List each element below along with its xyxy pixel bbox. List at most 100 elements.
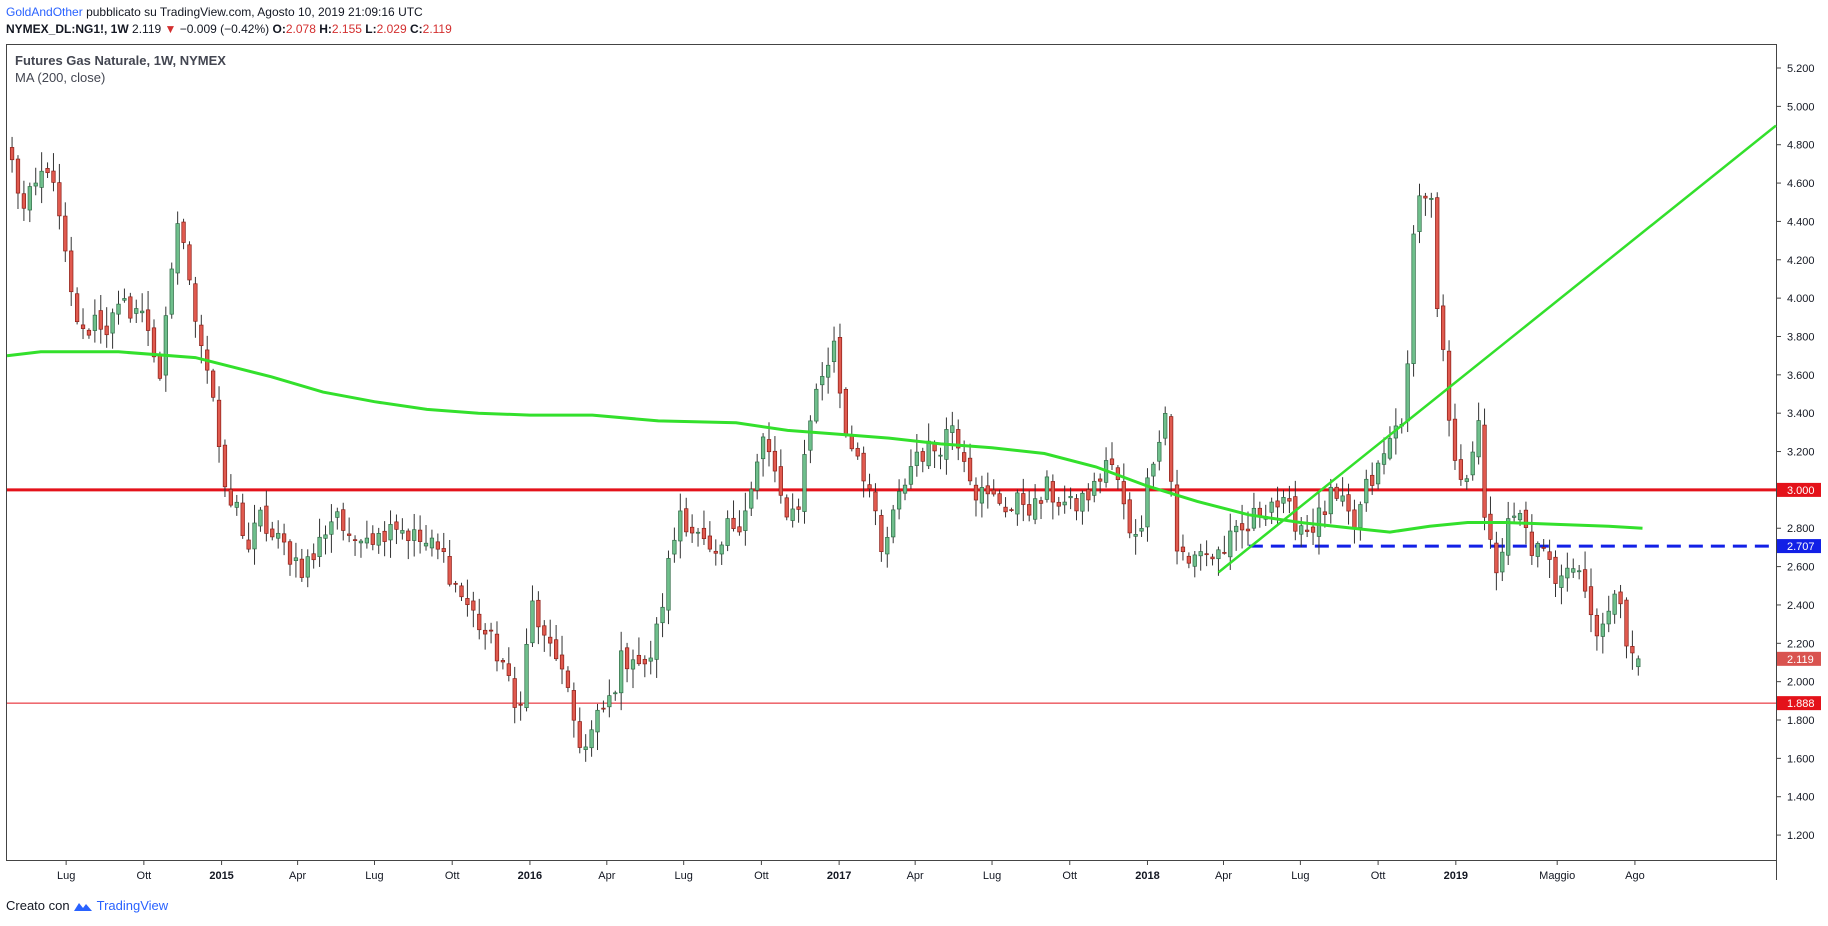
candle-body	[772, 450, 778, 472]
publish-line: GoldAndOther pubblicato su TradingView.c…	[6, 4, 452, 21]
candle-body	[950, 425, 955, 433]
candle-body	[471, 600, 476, 611]
y-tick-label: 1.200	[1787, 830, 1815, 842]
candle-body	[234, 501, 239, 508]
candle-body	[1582, 569, 1588, 592]
candle-body	[134, 308, 139, 314]
candle-body	[51, 170, 56, 183]
candle-body	[743, 510, 748, 531]
candle-body	[358, 540, 364, 544]
candle-body	[1269, 501, 1274, 513]
candle-body	[1038, 500, 1044, 504]
candle-body	[991, 489, 996, 495]
candle-body	[311, 553, 316, 561]
candle-body	[1411, 233, 1416, 364]
candle-body	[719, 544, 724, 555]
candle-body	[169, 268, 174, 315]
author-link[interactable]: GoldAndOther	[6, 5, 83, 19]
candle-body	[258, 509, 263, 527]
x-tick-label: Ott	[445, 870, 460, 882]
candle-body	[867, 484, 872, 490]
candle-body	[1606, 610, 1611, 625]
legend-title: Futures Gas Naturale, 1W, NYMEX	[15, 53, 226, 68]
candle-body	[92, 314, 97, 331]
candle-body	[755, 461, 760, 491]
candle-body	[979, 487, 985, 504]
candle-body	[1346, 494, 1351, 512]
candle-body	[583, 746, 588, 750]
candle-body	[1541, 547, 1546, 549]
x-tick-label: 2019	[1444, 870, 1468, 882]
candle-body	[1139, 528, 1144, 532]
candle-body	[1145, 477, 1150, 528]
candle-body	[406, 530, 411, 541]
candle-body	[1429, 197, 1434, 200]
candle-body	[1287, 498, 1292, 502]
candle-body	[299, 558, 304, 578]
candle-body	[654, 623, 659, 660]
level-price-tag: 1.888	[1787, 698, 1815, 710]
candle-body	[524, 643, 529, 709]
chart-header: GoldAndOther pubblicato su TradingView.c…	[6, 4, 452, 38]
x-tick-label: Lug	[1291, 870, 1309, 882]
candle-body	[914, 451, 919, 466]
candle-body	[1127, 499, 1132, 534]
candle-body	[1098, 478, 1103, 482]
candle-body	[1275, 500, 1280, 508]
candle-body	[1387, 438, 1393, 459]
candle-body	[571, 690, 576, 721]
candle-body	[1358, 504, 1363, 528]
candle-body	[956, 429, 961, 449]
candle-body	[110, 312, 115, 334]
candle-body	[1328, 486, 1333, 515]
candle-body	[276, 532, 281, 539]
low-label: L:	[365, 22, 377, 36]
candle-body	[1547, 551, 1552, 560]
candle-body	[69, 250, 74, 293]
candle-body	[21, 193, 27, 209]
candle-body	[1305, 529, 1310, 532]
candle-body	[1281, 496, 1286, 504]
y-tick-label: 2.800	[1787, 523, 1815, 535]
candle-body	[500, 660, 506, 663]
close-label: C:	[409, 22, 423, 36]
y-tick-label: 1.600	[1787, 753, 1815, 765]
candle-body	[429, 537, 435, 549]
y-tick-label: 2.600	[1787, 562, 1815, 574]
high-value: 2.155	[331, 22, 362, 36]
candle-body	[1163, 413, 1168, 439]
candle-body	[725, 518, 730, 546]
candle-body	[222, 444, 228, 488]
candle-body	[1488, 513, 1493, 540]
candle-body	[1417, 195, 1422, 232]
candle-body	[601, 707, 606, 710]
candle-body	[1322, 511, 1328, 515]
candle-body	[548, 636, 553, 644]
candle-body	[1186, 555, 1191, 564]
tradingview-link[interactable]: TradingView	[96, 898, 169, 913]
y-tick-label: 3.200	[1787, 447, 1815, 459]
candle-body	[820, 376, 825, 386]
candle-body	[1050, 481, 1055, 503]
candle-body	[1121, 481, 1126, 505]
candle-body	[1452, 418, 1458, 461]
candle-body	[642, 658, 647, 665]
candle-body	[559, 654, 565, 670]
candle-body	[1511, 515, 1517, 518]
y-tick-label: 3.400	[1787, 408, 1815, 420]
candle-body	[287, 541, 293, 565]
candle-body	[270, 528, 275, 538]
candle-body	[553, 639, 559, 660]
candle-body	[985, 485, 990, 495]
low-value: 2.029	[376, 22, 407, 36]
candle-body	[317, 536, 322, 557]
candle-body	[1080, 492, 1085, 512]
candle-body	[1239, 523, 1245, 531]
candle-body	[228, 489, 233, 506]
close-value: 2.119	[422, 22, 452, 36]
candle-body	[1169, 416, 1174, 482]
candle-body	[181, 221, 186, 243]
candle-body	[1210, 556, 1215, 560]
candle-body	[1009, 509, 1014, 511]
